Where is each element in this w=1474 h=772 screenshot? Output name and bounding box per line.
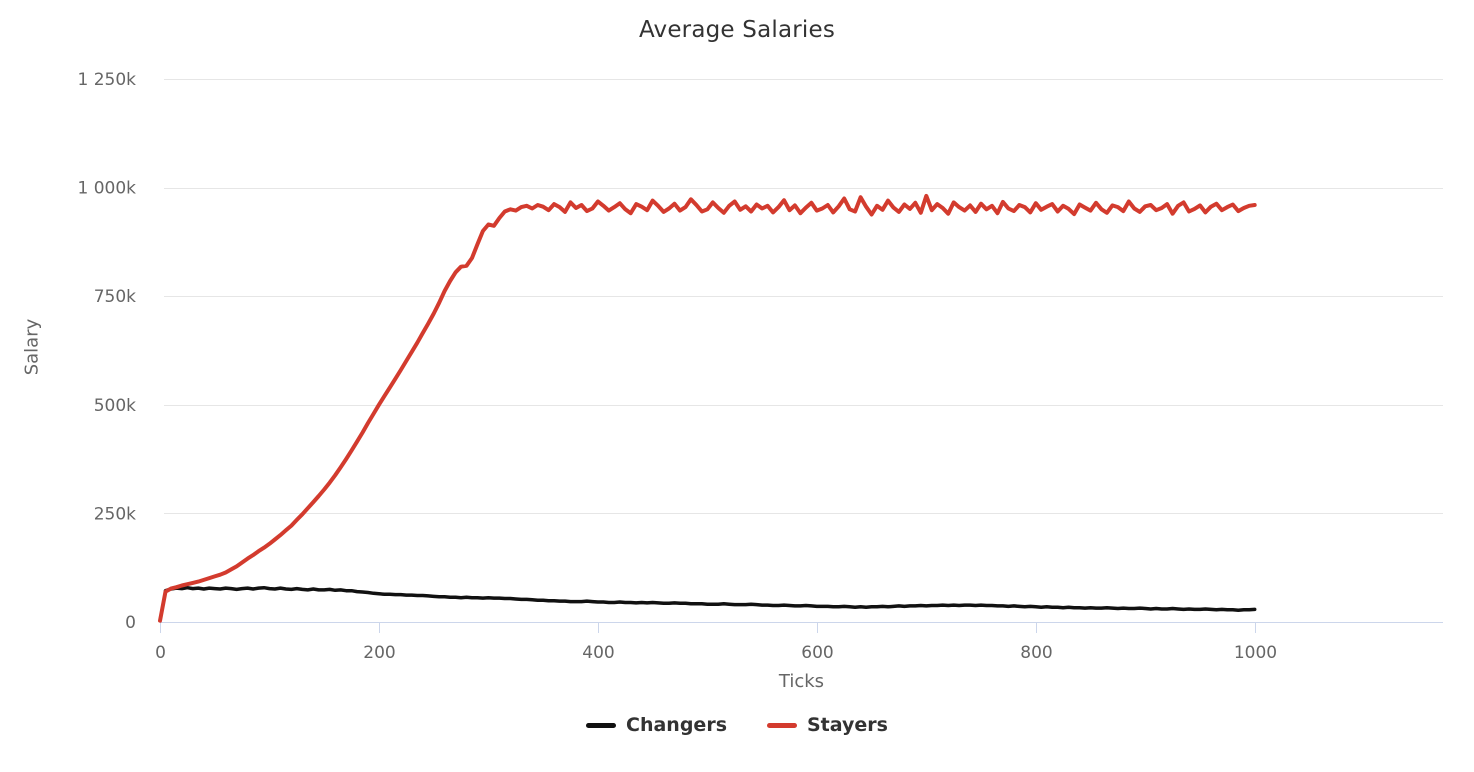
svg-text:750k: 750k xyxy=(94,287,136,307)
legend-label-stayers: Stayers xyxy=(807,714,888,736)
svg-text:0: 0 xyxy=(125,613,136,633)
svg-text:1 250k: 1 250k xyxy=(77,70,136,90)
y-tick-labels: 0 250k 500k 750k 1 000k 1 250k xyxy=(77,70,136,633)
svg-text:1000: 1000 xyxy=(1234,643,1277,663)
legend-item-changers[interactable]: Changers xyxy=(586,714,727,736)
stayers-line-swatch-icon xyxy=(767,722,797,728)
x-axis-title: Ticks xyxy=(778,671,825,692)
series-line-changers[interactable] xyxy=(163,585,1257,613)
svg-text:1 000k: 1 000k xyxy=(77,179,136,199)
x-ticks: 0 200 400 600 800 1000 xyxy=(155,623,1277,663)
chart-title: Average Salaries xyxy=(638,17,836,43)
svg-text:500k: 500k xyxy=(94,396,136,416)
svg-text:200: 200 xyxy=(363,643,395,663)
svg-text:0: 0 xyxy=(155,643,166,663)
legend-item-stayers[interactable]: Stayers xyxy=(767,714,888,736)
legend-label-changers: Changers xyxy=(626,714,727,736)
changers-line-swatch-icon xyxy=(586,722,617,728)
svg-text:800: 800 xyxy=(1020,643,1052,663)
series-line-stayers[interactable] xyxy=(158,193,1257,623)
y-gridlines xyxy=(164,79,1443,514)
legend: Changers Stayers xyxy=(0,714,1474,736)
svg-text:400: 400 xyxy=(582,643,614,663)
svg-text:600: 600 xyxy=(801,643,833,663)
svg-text:250k: 250k xyxy=(94,504,136,524)
